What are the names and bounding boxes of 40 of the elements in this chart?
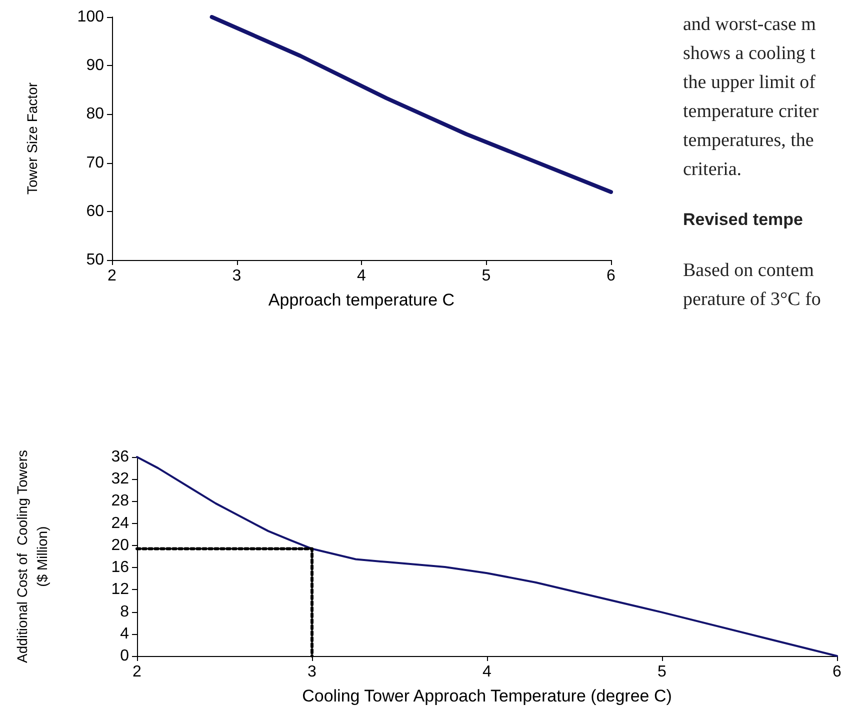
x-tick-label: 6 [606,268,616,284]
y-tick-label: 0 [120,648,130,664]
x-tick-label: 6 [832,664,842,680]
y-tick-label: 32 [111,470,130,488]
y-tick-label: 20 [111,536,130,554]
y-tick-label: 36 [111,448,130,466]
x-axis-title: Approach temperature C [268,290,455,310]
y-tick-label: 16 [111,559,130,576]
x-axis-title: Cooling Tower Approach Temperature (degree C) [302,686,672,706]
y-axis-title: Additional Cost of Cooling Towers ($ Million) [14,450,50,663]
y-tick-label: 4 [120,625,130,642]
line-series [210,15,613,194]
y-tick-label: 50 [86,252,104,268]
text: and worst-case m [683,13,817,37]
y-axis-title: Tower Size Factor [24,82,40,195]
text: criteria. [683,158,743,182]
y-tick-label: 70 [86,154,104,172]
y-tick-label: 24 [111,514,130,532]
y-tick-label: 12 [111,581,130,598]
text: perature of 3°C fo [683,288,822,312]
x-tick-label: 5 [482,268,491,284]
x-tick-label: 4 [357,268,366,284]
x-tick-label: 2 [132,664,142,680]
y-tick-label: 8 [120,603,130,620]
y-tick-label: 80 [86,106,104,123]
y-tick-label: 28 [111,492,130,510]
y-tick-label: 90 [86,57,104,74]
text: temperature criter [683,100,820,124]
y-tick-label: 100 [77,8,104,26]
text: the upper limit of [683,71,816,95]
text: temperatures, the [683,129,815,153]
text: Revised tempe [683,209,804,231]
y-tick-label: 60 [86,202,104,220]
x-tick-label: 3 [308,664,317,680]
x-tick-label: 2 [108,268,117,284]
text: shows a cooling t [683,42,816,66]
x-tick-label: 5 [658,664,667,680]
text: Based on contem [683,259,815,283]
x-tick-label: 3 [232,268,242,284]
x-tick-label: 4 [482,664,492,680]
